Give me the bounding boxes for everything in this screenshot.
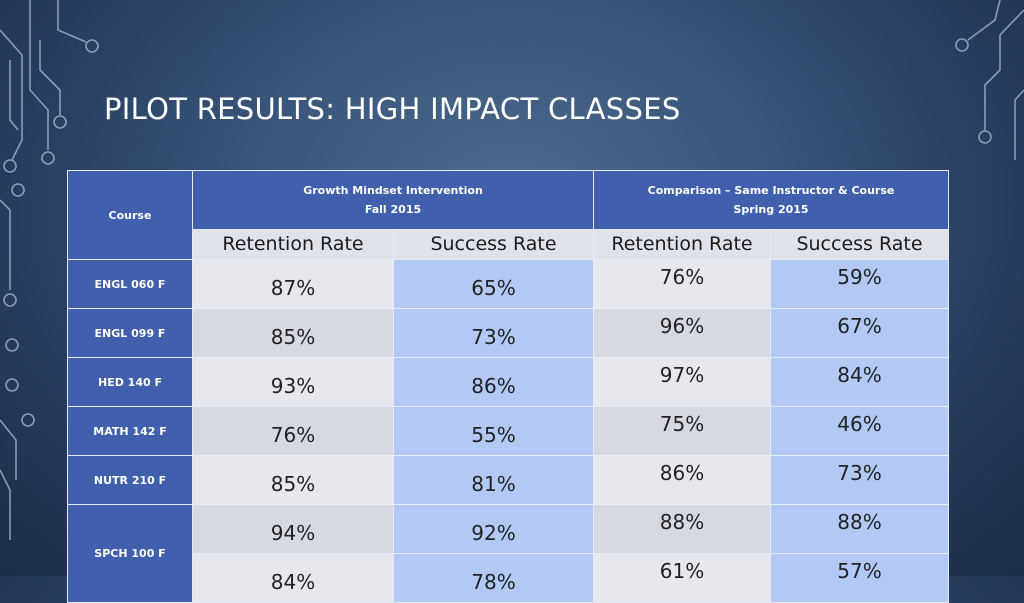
results-table: Course Growth Mindset Intervention Fall … <box>67 170 950 603</box>
table-cell: 55% <box>393 406 594 456</box>
table-cell: 85% <box>192 455 394 505</box>
table-cell: 85% <box>192 308 394 358</box>
course-label: ENGL 060 F <box>67 259 193 309</box>
table-cell: 92% <box>393 504 594 554</box>
subheader-retention-rate: Retention Rate <box>192 228 394 261</box>
table-cell: 87% <box>192 259 394 309</box>
course-label: MATH 142 F <box>67 406 193 456</box>
table-cell: 57% <box>769 553 950 603</box>
table-cell: 88% <box>593 504 771 554</box>
table-row: 84% 78% 61% 57% <box>68 553 950 603</box>
table-row: MATH 142 F 76% 55% 75% 46% <box>67 406 950 456</box>
group-header-comparison-line1: Comparison – Same Instructor & Course <box>647 183 895 197</box>
course-label: NUTR 210 F <box>67 455 193 505</box>
table-cell: 73% <box>769 455 950 505</box>
table-row: NUTR 210 F 85% 81% 86% 73% <box>67 455 950 505</box>
table-cell: 76% <box>593 259 771 309</box>
subheader-success-rate: Success Rate <box>393 228 594 261</box>
table-cell: 86% <box>593 455 771 505</box>
group-header-comparison: Comparison – Same Instructor & Course Sp… <box>592 170 950 230</box>
table-cell: 61% <box>593 553 771 603</box>
table-cell: 76% <box>192 406 394 456</box>
table-cell: 86% <box>393 357 594 407</box>
table-cell: 65% <box>393 259 594 309</box>
table-cell: 81% <box>393 455 594 505</box>
group-header-intervention-line2: Fall 2015 <box>364 202 422 216</box>
course-label: SPCH 100 F <box>67 504 193 603</box>
table-cell: 84% <box>769 357 950 407</box>
table-cell: 94% <box>192 504 394 554</box>
table-cell: 75% <box>593 406 771 456</box>
group-header-intervention: Growth Mindset Intervention Fall 2015 <box>192 170 594 230</box>
course-label: HED 140 F <box>67 357 193 407</box>
table-cell: 97% <box>593 357 771 407</box>
table-cell: 88% <box>769 504 950 554</box>
group-header-intervention-line1: Growth Mindset Intervention <box>303 183 483 197</box>
table-cell: 96% <box>593 308 771 358</box>
table-cell: 84% <box>192 553 394 603</box>
slide-title: PILOT RESULTS: HIGH IMPACT CLASSES <box>104 92 681 126</box>
course-header: Course <box>67 170 193 260</box>
table-row: HED 140 F 93% 86% 97% 84% <box>67 357 950 407</box>
table-cell: 78% <box>393 553 594 603</box>
course-label: ENGL 099 F <box>67 308 193 358</box>
table-cell: 67% <box>769 308 950 358</box>
table-cell: 46% <box>769 406 950 456</box>
table-row: ENGL 099 F 85% 73% 96% 67% <box>67 308 950 358</box>
table-cell: 93% <box>192 357 394 407</box>
group-header-comparison-line2: Spring 2015 <box>733 202 809 216</box>
table-cell: 73% <box>393 308 594 358</box>
subheader-success-rate: Success Rate <box>769 228 950 261</box>
table-row: ENGL 060 F 87% 65% 76% 59% <box>67 259 950 309</box>
circuit-decoration <box>0 0 1024 540</box>
table-cell: 59% <box>769 259 950 309</box>
subheader-retention-rate: Retention Rate <box>593 228 771 261</box>
table-row: SPCH 100 F 94% 92% 88% 88% <box>67 504 950 603</box>
